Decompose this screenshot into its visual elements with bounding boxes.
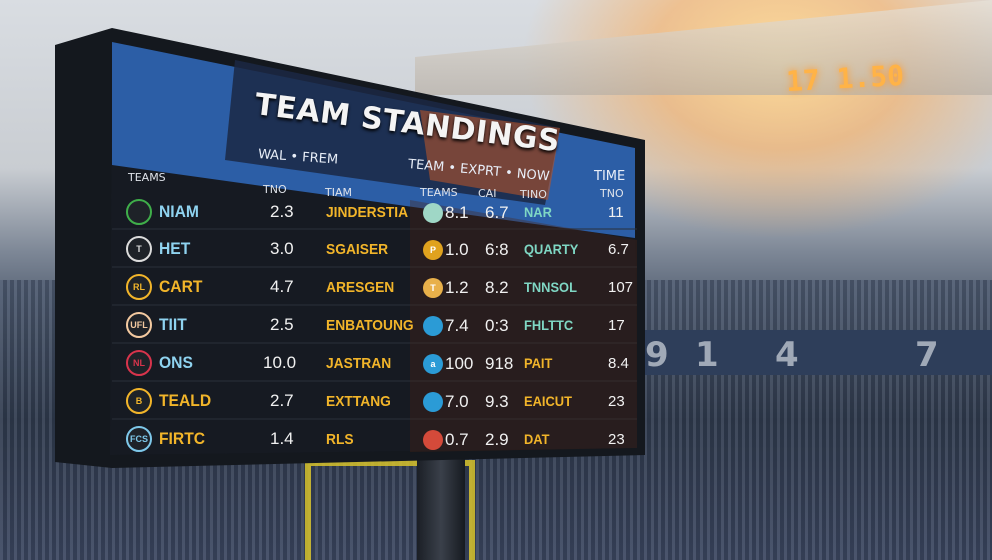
tno-value: 3.0: [270, 239, 294, 258]
team-logo-icon: [423, 392, 443, 412]
tno-value: 2.5: [270, 315, 294, 334]
tno-value: 4.7: [270, 277, 294, 296]
seat-number: 4: [775, 335, 799, 375]
tino-name: EAICUT: [524, 393, 572, 409]
tiam-name: JASTRAN: [326, 355, 392, 372]
team-logo-icon: FCS: [126, 426, 152, 452]
team-logo-icon: RL: [126, 274, 152, 300]
tino-name: FHLTTC: [524, 317, 574, 333]
value: 1.2: [445, 278, 469, 297]
cai-value: 918: [485, 354, 514, 373]
col-header-tno2: TNO: [600, 187, 624, 200]
tino-name: DAT: [524, 431, 550, 447]
value: 7.4: [445, 316, 469, 335]
team-logo-icon: [423, 430, 443, 450]
scoreboard-pole: [417, 455, 465, 560]
team-logo-icon: a: [423, 354, 443, 374]
tino-name: NAR: [524, 204, 552, 220]
col-header-teams2: TEAMS: [420, 186, 458, 199]
seat-number: 7: [915, 335, 939, 375]
value: 100: [445, 354, 474, 373]
tno2-value: 107: [608, 279, 634, 296]
cai-value: 8.2: [485, 278, 509, 297]
team-logo-icon: B: [126, 388, 152, 414]
value: 8.1: [445, 203, 469, 222]
team-name: ONS: [159, 353, 193, 372]
cai-value: 6.7: [485, 203, 509, 222]
team-logo-icon: [126, 199, 152, 225]
team-name: TIIT: [159, 315, 187, 334]
tno-value: 1.4: [270, 429, 294, 448]
team-name: FIRTC: [159, 429, 206, 448]
tno-value: 10.0: [263, 353, 297, 372]
team-logo-icon: NL: [126, 350, 152, 376]
tiam-name: ENBATOUNG: [326, 317, 414, 334]
tiam-name: JINDERSTIA: [326, 204, 409, 221]
tno2-value: 8.4: [608, 355, 629, 372]
team-name: TEALD: [159, 391, 212, 410]
tiam-name: EXTTANG: [326, 393, 391, 410]
cai-value: 0:3: [485, 316, 509, 335]
team-logo-icon: T: [126, 236, 152, 262]
col-header-teams: TEAMS: [128, 171, 166, 184]
tino-name: QUARTY: [524, 241, 579, 257]
team-logo-icon: P: [423, 240, 443, 260]
goalpost: [305, 460, 475, 560]
col-header-tiam: TIAM: [325, 186, 352, 199]
value: 7.0: [445, 392, 469, 411]
cai-value: 2.9: [485, 430, 509, 449]
tno2-value: 23: [608, 431, 625, 448]
tno2-value: 17: [608, 317, 625, 334]
team-name: CART: [159, 277, 203, 296]
tno2-value: 23: [608, 393, 625, 410]
time-header: TIME: [594, 169, 626, 184]
tino-name: TNNSOL: [524, 279, 577, 295]
tno2-value: 11: [608, 204, 624, 221]
team-logo-icon: [423, 316, 443, 336]
tno-value: 2.7: [270, 391, 294, 410]
team-name: HET: [159, 239, 191, 258]
tiam-name: ARESGEN: [326, 279, 395, 296]
tno-value: 2.3: [270, 202, 294, 221]
value: 0.7: [445, 430, 469, 449]
col-header-tino: TINO: [520, 188, 547, 201]
tiam-name: RLS: [326, 431, 354, 448]
team-logo-icon: UFL: [126, 312, 152, 338]
tiam-name: SGAISER: [326, 241, 389, 258]
seat-number: 9: [645, 335, 669, 375]
value: 1.0: [445, 240, 469, 259]
cai-value: 6:8: [485, 240, 509, 259]
cai-value: 9.3: [485, 392, 509, 411]
col-header-tno: TNO: [263, 183, 287, 196]
tno2-value: 6.7: [608, 241, 629, 258]
stand-tier: [640, 330, 992, 375]
row-stripes: [112, 228, 637, 420]
seat-number: 1: [695, 335, 719, 375]
team-name: NIAM: [159, 202, 199, 221]
col-header-cai: CAI: [478, 187, 497, 200]
team-logo-icon: T: [423, 278, 443, 298]
team-logo-icon: [423, 203, 443, 223]
tino-name: PAIT: [524, 355, 553, 371]
